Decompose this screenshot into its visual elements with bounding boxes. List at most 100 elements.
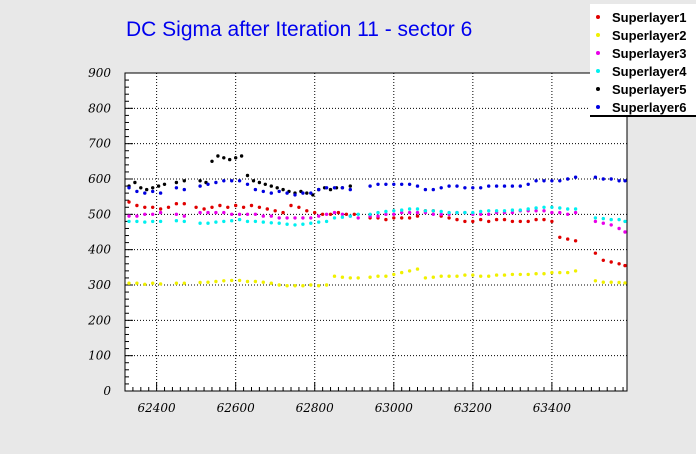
data-point (293, 284, 297, 288)
data-point (277, 189, 281, 194)
data-point (617, 179, 621, 183)
data-point (392, 212, 396, 216)
data-point (566, 237, 570, 241)
data-point (455, 217, 459, 222)
legend-marker (596, 105, 600, 109)
data-point (301, 284, 305, 288)
data-point (237, 217, 242, 222)
data-point (151, 212, 155, 216)
data-point (289, 203, 293, 208)
data-point (593, 216, 598, 220)
data-point (305, 209, 309, 213)
data-point (400, 216, 404, 220)
data-point (431, 209, 435, 213)
data-point (542, 272, 546, 276)
data-point (623, 230, 627, 234)
data-point (174, 180, 179, 185)
data-point (237, 212, 242, 216)
data-point (174, 202, 179, 206)
data-point (206, 280, 210, 284)
data-point (348, 187, 352, 192)
data-point (439, 274, 443, 278)
data-point (407, 210, 412, 215)
data-point (320, 212, 325, 216)
data-point (228, 157, 232, 162)
data-point (384, 212, 388, 216)
plot-area (124, 72, 628, 392)
data-point (609, 217, 613, 222)
data-point (293, 223, 297, 227)
legend-label: Superlayer5 (612, 82, 686, 97)
legend-label: Superlayer3 (612, 46, 686, 61)
data-point (463, 210, 467, 215)
data-point (573, 239, 578, 243)
data-points (127, 154, 627, 288)
data-point (558, 179, 562, 183)
data-point (400, 270, 404, 275)
data-point (447, 184, 451, 188)
data-point (261, 220, 265, 224)
data-point (127, 186, 131, 190)
data-point (151, 281, 155, 285)
data-point (253, 219, 258, 224)
y-tick-label: 600 (88, 172, 111, 186)
data-point (392, 272, 396, 277)
data-point (230, 278, 234, 283)
data-point (340, 215, 345, 219)
data-point (324, 283, 329, 287)
data-point (447, 274, 451, 278)
data-point (550, 179, 554, 183)
data-point (245, 173, 250, 178)
data-point (558, 206, 562, 210)
data-point (510, 184, 515, 188)
data-point (558, 235, 562, 239)
data-point (328, 187, 333, 192)
data-point (269, 184, 273, 188)
data-point (601, 280, 605, 284)
data-point (479, 274, 483, 278)
data-point (526, 207, 530, 211)
data-point (518, 219, 522, 224)
data-point (143, 212, 147, 216)
data-point (210, 159, 214, 163)
data-point (245, 279, 250, 284)
data-point (214, 279, 218, 284)
data-point (230, 179, 234, 183)
data-point (518, 272, 522, 277)
series-4 (127, 205, 627, 227)
data-point (251, 179, 256, 183)
data-point (558, 210, 562, 215)
data-point (151, 186, 155, 190)
axis-ticks: 0 100 200 300 400 500 600 700 800 900 62400 62600 62… (87, 66, 624, 415)
data-point (573, 210, 578, 215)
data-point (471, 273, 475, 277)
data-point (502, 273, 507, 277)
data-point (471, 210, 475, 215)
data-point (216, 154, 220, 158)
data-point (127, 219, 131, 224)
data-point (245, 219, 250, 224)
data-point (534, 209, 538, 213)
data-point (593, 279, 598, 283)
data-point (463, 186, 467, 190)
data-point (230, 212, 234, 216)
data-point (222, 179, 226, 183)
series-2 (127, 267, 627, 288)
data-point (332, 210, 337, 215)
data-point (356, 276, 360, 280)
data-point (182, 214, 186, 218)
data-point (455, 274, 459, 278)
data-point (139, 186, 143, 190)
data-point (502, 209, 507, 213)
data-point (593, 219, 598, 224)
data-point (609, 260, 613, 264)
data-point (277, 221, 281, 225)
data-point (439, 186, 443, 190)
data-point (198, 221, 202, 225)
data-point (376, 274, 380, 278)
data-point (593, 251, 598, 255)
y-tick-label: 300 (88, 278, 111, 292)
data-point (234, 156, 238, 160)
data-point (609, 280, 613, 284)
